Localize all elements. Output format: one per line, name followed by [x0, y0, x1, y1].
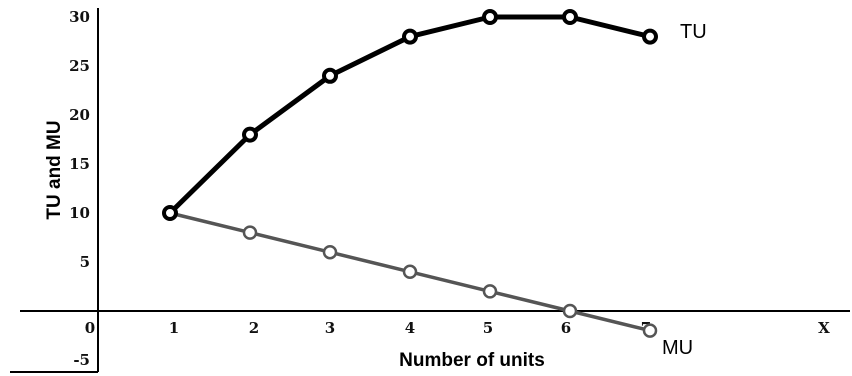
y-tick-label: -5 — [73, 351, 90, 369]
tu-data-point — [642, 28, 658, 45]
x-axis-title: Number of units — [399, 350, 545, 371]
x-tick-label: 1 — [169, 319, 179, 337]
mu-data-point — [242, 225, 258, 240]
tu-data-point — [402, 28, 418, 45]
y-tick-label: 30 — [69, 8, 90, 26]
tu-data-point — [162, 205, 178, 221]
mu-data-point — [482, 284, 498, 299]
tu-data-point — [322, 67, 338, 84]
tu-data-point — [562, 9, 578, 25]
tu-data-point — [482, 9, 498, 25]
x-tick-label: 4 — [405, 319, 415, 337]
x-tick-label: 6 — [561, 319, 571, 337]
x-tick-label: 5 — [483, 319, 493, 337]
mu-series-label: MU — [662, 337, 693, 359]
y-tick-label: 20 — [69, 106, 90, 124]
x-tick-label: X — [818, 319, 830, 337]
y-tick-label: 10 — [69, 204, 90, 222]
mu-data-point — [322, 244, 338, 260]
tu-series-line — [168, 14, 651, 215]
y-axis-title: TU and MU — [44, 120, 65, 219]
tu-series-label: TU — [680, 21, 707, 43]
x-tick-label: 3 — [325, 319, 335, 337]
tu-data-point — [242, 126, 258, 143]
series-layer: MU TU — [162, 9, 707, 359]
mu-data-point — [402, 264, 418, 280]
y-tick-label: 5 — [80, 253, 90, 271]
x-tick-label: 0 — [85, 319, 95, 337]
mu-data-point — [562, 303, 578, 319]
mu-data-point — [642, 323, 658, 338]
y-tick-label: 15 — [69, 155, 90, 173]
y-tick-label: 25 — [69, 57, 90, 75]
x-tick-label: 2 — [249, 319, 259, 337]
tick-labels: 01234567X30252015105-5 — [69, 8, 830, 369]
